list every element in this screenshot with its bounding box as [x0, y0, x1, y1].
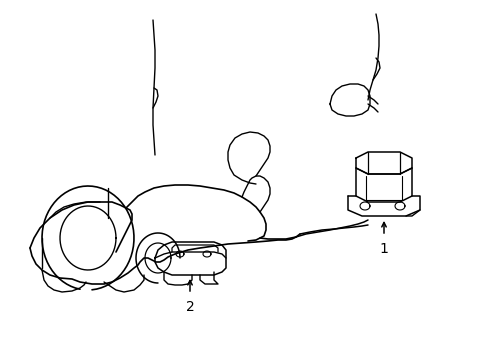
Text: 1: 1 — [379, 242, 387, 256]
Text: 2: 2 — [185, 300, 194, 314]
